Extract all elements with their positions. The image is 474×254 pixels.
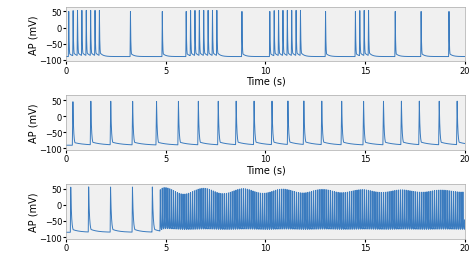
X-axis label: Time (s): Time (s) xyxy=(246,253,285,254)
Y-axis label: AP (mV): AP (mV) xyxy=(28,192,38,231)
Y-axis label: AP (mV): AP (mV) xyxy=(28,15,38,55)
X-axis label: Time (s): Time (s) xyxy=(246,77,285,87)
X-axis label: Time (s): Time (s) xyxy=(246,165,285,175)
Y-axis label: AP (mV): AP (mV) xyxy=(28,104,38,143)
